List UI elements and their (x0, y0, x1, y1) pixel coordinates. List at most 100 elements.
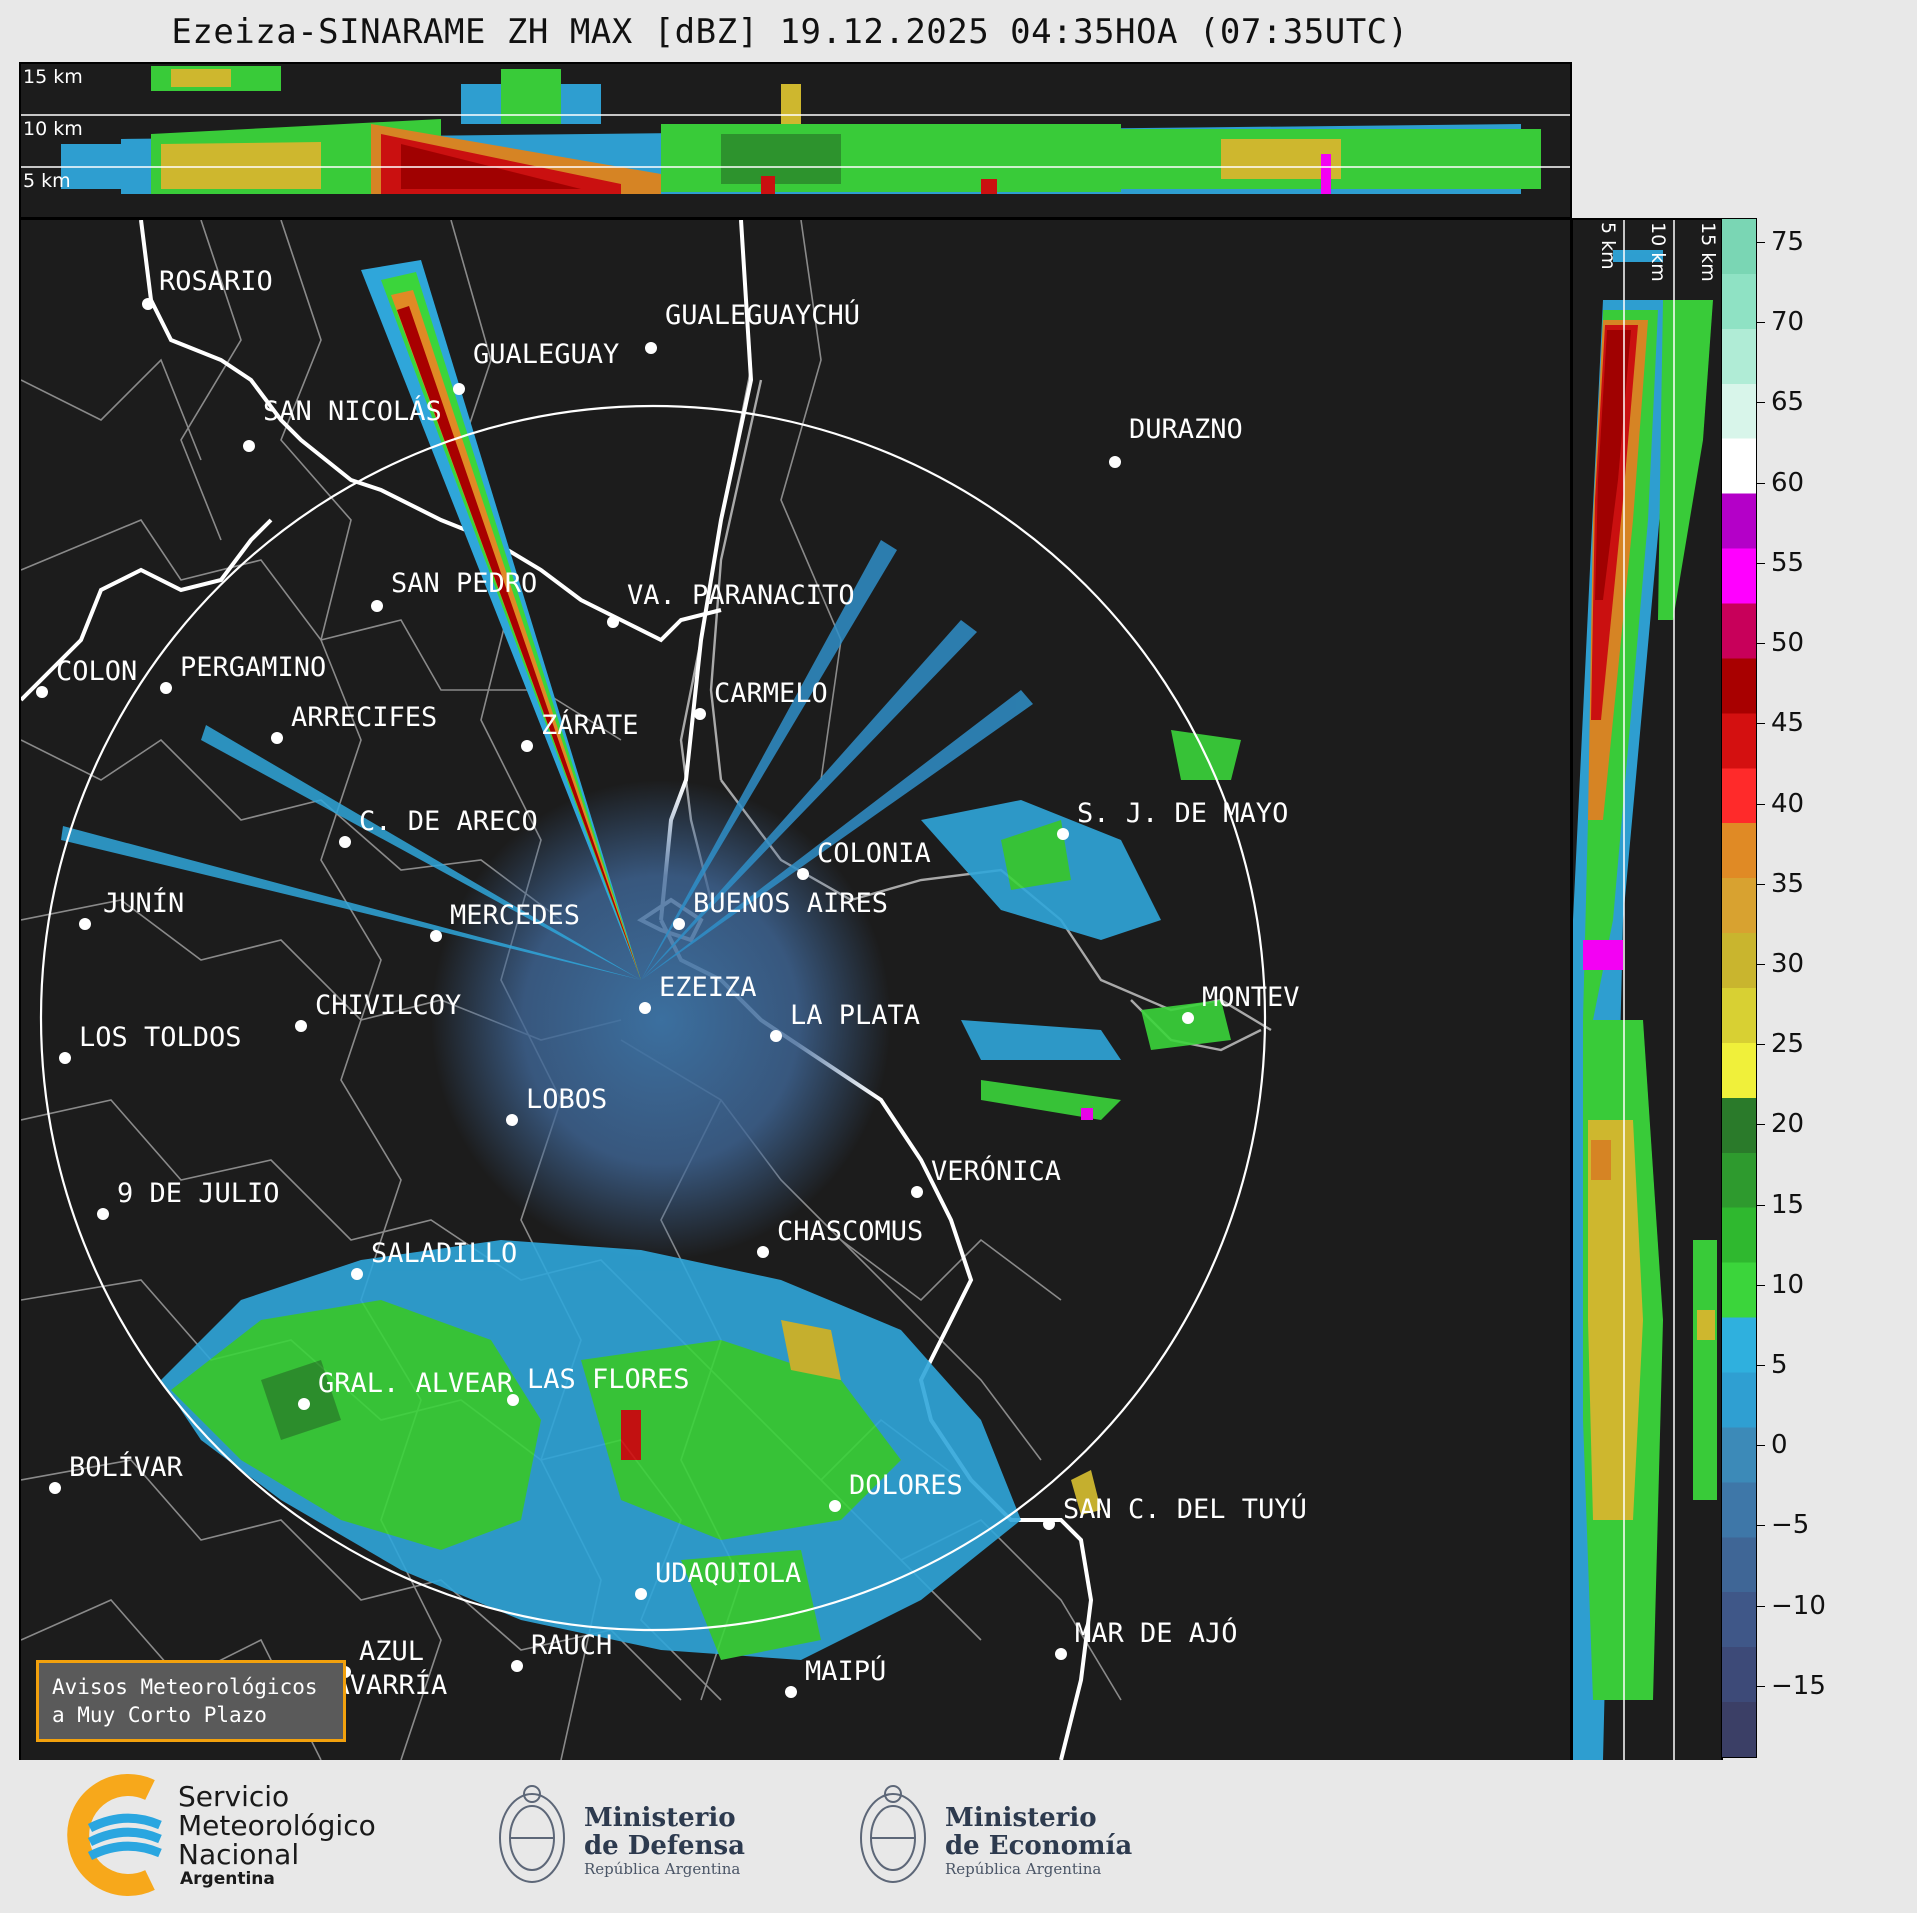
city-gral-alvear: GRAL. ALVEAR (298, 1370, 513, 1410)
radial-beams (61, 540, 1033, 980)
city-dolores: DOLORES (829, 1472, 963, 1512)
city-san-pedro: SAN PEDRO (371, 570, 537, 612)
city-pergamino: PERGAMINO (160, 654, 326, 694)
city-la-plata: LA PLATA (770, 1002, 920, 1042)
colorbar-tick-label: 50 (1771, 628, 1805, 659)
colorbar-tick-mark (1757, 1044, 1765, 1046)
colorbar-tick-mark (1757, 963, 1765, 965)
city-ezeiza: EZEIZA (639, 974, 757, 1014)
top-alt-10km: 10 km (23, 118, 83, 140)
defensa-logo-text: Ministerio de Defensa República Argentin… (584, 1803, 745, 1878)
city-montevideo: MONTEV (1182, 984, 1300, 1024)
colorbar-tick-mark (1757, 1685, 1765, 1687)
city-rauch: RAUCH (511, 1632, 612, 1672)
top-alt-15km: 15 km (23, 66, 83, 88)
city-chivilcoy: CHIVILCOY (295, 992, 461, 1032)
colorbar-tick-label: −15 (1771, 1670, 1826, 1701)
city-mar-de-ajo: MAR DE AJÓ (1055, 1620, 1238, 1660)
city-veronica: VERÓNICA (911, 1158, 1061, 1198)
city-colonia: COLONIA (797, 840, 931, 880)
colorbar-tick-mark (1757, 1445, 1765, 1447)
city-maipu: MAIPÚ (785, 1658, 886, 1698)
city-colon: COLON (36, 658, 137, 698)
colorbar-tick-label: 35 (1771, 868, 1805, 899)
city-lobos: LOBOS (506, 1086, 607, 1126)
precip-band (161, 1240, 1101, 1660)
city-san-nicolas: SAN NICOLÁS (243, 398, 442, 452)
city-gualeguaychu: GUALEGUAYCHÚ (645, 302, 860, 354)
city-durazno: DURAZNO (1109, 416, 1243, 468)
top-height-panel: 15 km 10 km 5 km (19, 62, 1572, 219)
ground-clutter (431, 780, 891, 1260)
colorbar-tick-mark (1757, 1124, 1765, 1126)
economia-logo-text: Ministerio de Economía República Argenti… (945, 1803, 1133, 1878)
city-carmelo: CARMELO (694, 680, 828, 720)
city-los-toldos: LOS TOLDOS (59, 1024, 242, 1064)
colorbar-tick-mark (1757, 242, 1765, 244)
colorbar-tick-mark (1757, 883, 1765, 885)
colorbar-tick-label: 10 (1771, 1269, 1805, 1300)
city-9-de-julio: 9 DE JULIO (97, 1180, 280, 1220)
colorbar-tick-mark (1757, 803, 1765, 805)
colorbar-tick-label: 20 (1771, 1109, 1805, 1140)
city-buenos-aires: BUENOS AIRES (673, 890, 888, 930)
city-mercedes: MERCEDES (430, 902, 580, 942)
chart-title: Ezeiza-SINARAME ZH MAX [dBZ] 19.12.2025 … (171, 12, 1409, 52)
economia-shield-icon (860, 1785, 926, 1883)
colorbar-tick-label: 70 (1771, 307, 1805, 338)
colorbar-tick-mark (1757, 1284, 1765, 1286)
right-alt-15km: 15 km (1697, 222, 1719, 282)
colorbar-tick-mark (1757, 1204, 1765, 1206)
colorbar-tick-mark (1757, 723, 1765, 725)
colorbar-tick-label: 15 (1771, 1189, 1805, 1220)
city-azul: AZUL (339, 1638, 424, 1678)
colorbar-tick-label: 25 (1771, 1029, 1805, 1060)
colorbar-tick-mark (1757, 562, 1765, 564)
defensa-shield-icon (499, 1785, 565, 1883)
warning-line-1: Avisos Meteorológicos (52, 1675, 318, 1699)
colorbar-tick-label: 55 (1771, 547, 1805, 578)
city-s-j-de-mayo: S. J. DE MAYO (1057, 800, 1288, 840)
colorbar-tick-label: 0 (1771, 1430, 1788, 1461)
city-bolivar: BOLÍVAR (49, 1454, 183, 1494)
right-alt-5km: 5 km (1597, 222, 1619, 270)
city-san-c-del-tuyu: SAN C. DEL TUYÚ (1043, 1496, 1307, 1530)
range-ring (39, 404, 1267, 1632)
city-junin: JUNÍN (79, 890, 184, 930)
radar-map-canvas (21, 220, 1272, 1760)
colorbar-tick-label: 30 (1771, 948, 1805, 979)
colorbar-tick-label: 65 (1771, 387, 1805, 418)
smn-logo-icon (67, 1774, 162, 1896)
colorbar-tick-mark (1757, 643, 1765, 645)
city-las-flores: LAS FLORES (507, 1366, 690, 1406)
city-rosario: ROSARIO (139, 268, 273, 310)
smn-logo-text: Servicio Meteorológico Nacional Argentin… (178, 1780, 376, 1889)
warning-line-2: a Muy Corto Plazo (52, 1703, 267, 1727)
colorbar-tick-label: −10 (1771, 1590, 1826, 1621)
city-zarate: ZÁRATE (521, 712, 639, 752)
colorbar-tick-mark (1757, 482, 1765, 484)
colorbar-tick-mark (1757, 1525, 1765, 1527)
colorbar-tick-label: 5 (1771, 1349, 1788, 1380)
top-echo-profile (21, 66, 1570, 194)
city-udaquiola: UDAQUIOLA (635, 1560, 801, 1600)
right-height-panel: 5 km 10 km 15 km (1571, 218, 1723, 1762)
colorbar-tick-mark (1757, 402, 1765, 404)
colorbar-tick-mark (1757, 1364, 1765, 1366)
colorbar-tick-label: 75 (1771, 227, 1805, 258)
city-va-paranacito: VA. PARANACITO (607, 582, 855, 628)
footer (0, 1760, 1917, 1909)
strong-beam (361, 260, 641, 980)
right-echo-profile (1573, 220, 1717, 1760)
colorbar-tick-mark (1757, 1605, 1765, 1607)
city-saladillo: SALADILLO (351, 1240, 517, 1280)
right-alt-10km: 10 km (1647, 222, 1669, 282)
colorbar-tick-mark (1757, 322, 1765, 324)
colorbar (1721, 218, 1757, 1758)
top-alt-5km: 5 km (23, 170, 71, 192)
colorbar-tick-label: −5 (1771, 1510, 1810, 1541)
warning-box: Avisos Meteorológicos a Muy Corto Plazo (36, 1660, 346, 1742)
city-arrecifes: ARRECIFES (271, 704, 437, 744)
radar-map: ROSARIO GUALEGUAYCHÚ GUALEGUAY SAN NICOL… (19, 218, 1572, 1762)
city-chascomus: CHASCOMUS (757, 1218, 923, 1258)
